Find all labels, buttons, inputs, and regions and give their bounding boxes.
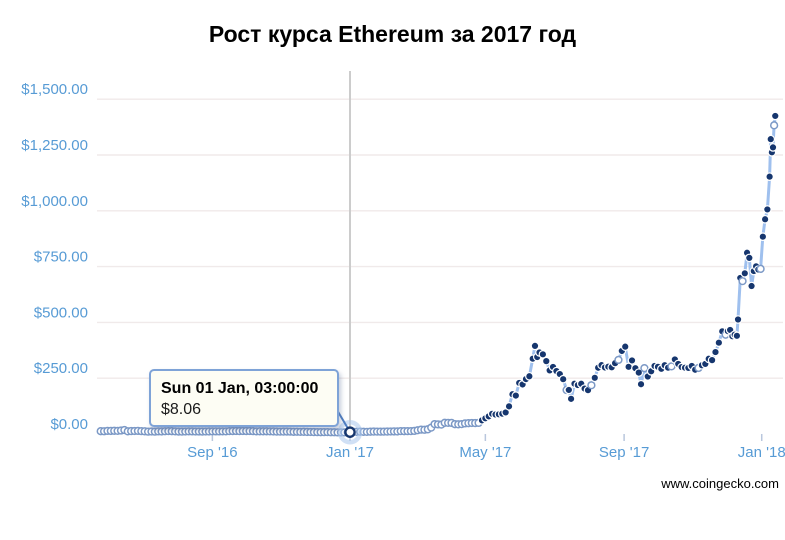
y-axis-label: $750.00	[34, 249, 88, 266]
data-point[interactable]	[732, 331, 742, 341]
y-axis-label: $500.00	[34, 304, 88, 321]
highlight-halo	[337, 419, 363, 445]
data-point[interactable]	[740, 268, 750, 278]
data-point[interactable]	[667, 362, 676, 371]
data-point[interactable]	[525, 371, 534, 381]
y-axis-label: $1,000.00	[21, 193, 88, 210]
data-point[interactable]	[636, 379, 646, 389]
price-tooltip: Sun 01 Jan, 03:00:00 $8.06	[149, 369, 339, 427]
x-axis-label: Jan '18	[738, 444, 785, 461]
x-axis-label: May '17	[459, 444, 511, 461]
data-point[interactable]	[770, 111, 780, 121]
data-point[interactable]	[564, 385, 574, 395]
data-point[interactable]	[541, 356, 551, 366]
data-point[interactable]	[745, 253, 754, 263]
data-point[interactable]	[590, 373, 600, 383]
data-point[interactable]	[627, 356, 637, 365]
data-point[interactable]	[504, 402, 514, 411]
data-point[interactable]	[765, 172, 774, 181]
y-axis-label: $1,250.00	[21, 137, 88, 154]
coingecko-watermark: www.coingecko.com	[661, 476, 779, 491]
data-point[interactable]	[747, 281, 756, 291]
data-point[interactable]	[634, 368, 644, 377]
data-point[interactable]	[614, 355, 623, 365]
data-point[interactable]	[587, 381, 596, 390]
data-point[interactable]	[558, 374, 568, 384]
highlighted-data-point[interactable]	[344, 426, 356, 439]
data-point[interactable]	[758, 232, 768, 241]
data-point[interactable]	[733, 315, 743, 324]
data-point[interactable]	[640, 364, 649, 373]
data-point[interactable]	[760, 214, 770, 224]
y-axis-label: $1,500.00	[21, 81, 88, 98]
data-point[interactable]	[707, 355, 717, 365]
data-point[interactable]	[756, 264, 765, 273]
chart-title: Рост курса Ethereum за 2017 год	[208, 21, 577, 47]
data-point[interactable]	[566, 394, 576, 404]
data-point[interactable]	[714, 338, 724, 348]
tooltip-date: Sun 01 Jan, 03:00:00	[161, 380, 319, 397]
tooltip-price: $8.06	[161, 401, 202, 418]
data-point[interactable]	[763, 205, 772, 214]
data-point[interactable]	[738, 276, 747, 286]
x-axis-label: Jan '17	[326, 444, 374, 461]
y-axis-label: $250.00	[34, 360, 88, 377]
data-point[interactable]	[766, 134, 776, 144]
y-axis-label: $0.00	[50, 416, 88, 433]
data-point[interactable]	[538, 350, 548, 359]
data-point[interactable]	[620, 342, 630, 351]
x-axis-label: Sep '16	[187, 444, 237, 461]
data-point[interactable]	[530, 341, 540, 351]
data-point[interactable]	[711, 347, 720, 357]
x-axis-label: Sep '17	[599, 444, 649, 461]
data-point[interactable]	[769, 121, 779, 130]
data-point[interactable]	[511, 391, 521, 400]
data-point[interactable]	[768, 143, 778, 152]
